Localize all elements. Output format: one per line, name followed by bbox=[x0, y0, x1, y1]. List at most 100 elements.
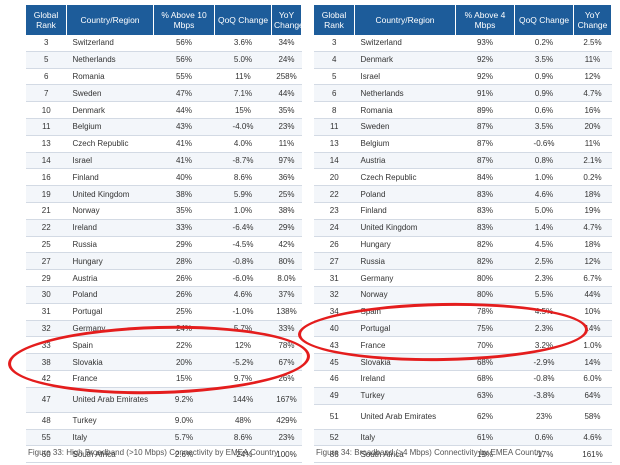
cell-percent-above: 15% bbox=[153, 370, 215, 388]
cell-percent-above: 83% bbox=[455, 202, 515, 220]
cell-country: Sweden bbox=[354, 118, 456, 136]
cell-yoy-change: 6.0% bbox=[573, 370, 612, 388]
cell-yoy-change: 258% bbox=[271, 68, 302, 86]
cell-yoy-change: 11% bbox=[271, 135, 302, 153]
table-row: 32 Norway 80% 5.5% 44% bbox=[314, 286, 612, 304]
cell-country: Spain bbox=[354, 303, 456, 321]
cell-country: Denmark bbox=[66, 101, 154, 119]
cell-yoy-change: 25% bbox=[271, 185, 302, 203]
cell-global-rank: 20 bbox=[314, 168, 355, 187]
cell-qoq-change: -4.0% bbox=[214, 118, 272, 136]
table-row: 49 Turkey 63% -3.8% 64% bbox=[314, 387, 612, 405]
cell-country: Portugal bbox=[354, 320, 456, 338]
cell-percent-above: 33% bbox=[153, 219, 215, 237]
cell-global-rank: 86 bbox=[314, 445, 355, 464]
cell-percent-above: 26% bbox=[153, 286, 215, 304]
cell-qoq-change: 4.6% bbox=[514, 185, 574, 203]
cell-percent-above: 2.6% bbox=[153, 445, 215, 464]
right-table-body: 3 Switzerland 93% 0.2% 2.5% 4 Denmark 92% 3.5% 11… bbox=[314, 35, 612, 464]
cell-global-rank: 14 bbox=[314, 152, 355, 170]
cell-qoq-change: -3.8% bbox=[514, 387, 574, 405]
table-row: 5 Netherlands 56% 5.0% 24% bbox=[26, 51, 302, 69]
right-table-panel: Global Rank Country/Region % Above 4 Mbp… bbox=[314, 5, 612, 464]
cell-percent-above: 29% bbox=[153, 236, 215, 254]
table-row: 3 Switzerland 93% 0.2% 2.5% bbox=[314, 35, 612, 52]
cell-percent-above: 87% bbox=[455, 135, 515, 153]
cell-global-rank: 25 bbox=[26, 236, 67, 254]
cell-qoq-change: -0.6% bbox=[514, 135, 574, 153]
cell-qoq-change: -8.7% bbox=[214, 152, 272, 170]
cell-qoq-change: 4.5% bbox=[514, 236, 574, 254]
table-row: 46 Ireland 68% -0.8% 6.0% bbox=[314, 370, 612, 388]
cell-percent-above: 82% bbox=[455, 236, 515, 254]
table-row: 38 Slovakia 20% -5.2% 67% bbox=[26, 353, 302, 371]
cell-country: Switzerland bbox=[66, 35, 154, 52]
table-row: 51 United Arab Emirates 62% 23% 58% bbox=[314, 404, 612, 430]
table-row: 20 Czech Republic 84% 1.0% 0.2% bbox=[314, 168, 612, 187]
cell-country: Poland bbox=[354, 185, 456, 203]
cell-country: Portugal bbox=[66, 303, 154, 321]
cell-yoy-change: 58% bbox=[573, 404, 612, 430]
cell-global-rank: 43 bbox=[314, 336, 355, 355]
cell-percent-above: 22% bbox=[153, 336, 215, 355]
cell-percent-above: 26% bbox=[153, 269, 215, 287]
cell-yoy-change: 23% bbox=[271, 429, 302, 447]
cell-country: Italy bbox=[66, 429, 154, 447]
header-qoq-change: QoQ Change bbox=[214, 5, 272, 35]
table-header-row: Global Rank Country/Region % Above 10 Mb… bbox=[26, 5, 304, 35]
cell-yoy-change: 20% bbox=[573, 118, 612, 136]
cell-global-rank: 31 bbox=[26, 303, 67, 321]
cell-country: Austria bbox=[354, 152, 456, 170]
table-row: 52 Italy 61% 0.6% 4.6% bbox=[314, 429, 612, 447]
cell-country: Russia bbox=[354, 252, 456, 271]
cell-country: Hungary bbox=[354, 236, 456, 254]
header-global-rank: Global Rank bbox=[26, 5, 67, 35]
cell-percent-above: 82% bbox=[455, 252, 515, 271]
cell-country: Italy bbox=[354, 429, 456, 447]
cell-percent-above: 93% bbox=[455, 35, 515, 52]
cell-percent-above: 25% bbox=[153, 303, 215, 321]
cell-country: South Africa bbox=[354, 445, 456, 464]
cell-country: United Arab Emirates bbox=[66, 387, 154, 413]
cell-qoq-change: 0.8% bbox=[514, 152, 574, 170]
cell-qoq-change: 2.3% bbox=[514, 320, 574, 338]
table-row: 7 Sweden 47% 7.1% 44% bbox=[26, 84, 302, 103]
table-row: 55 Italy 5.7% 8.6% 23% bbox=[26, 429, 302, 447]
table-row: 34 Spain 78% 4.5% 10% bbox=[314, 303, 612, 321]
cell-yoy-change: 12% bbox=[573, 68, 612, 86]
cell-qoq-change: -0.8% bbox=[214, 252, 272, 271]
cell-country: Belgium bbox=[66, 118, 154, 136]
table-row: 5 Israel 92% 0.9% 12% bbox=[314, 68, 612, 86]
cell-percent-above: 5.7% bbox=[153, 429, 215, 447]
header-qoq-change: QoQ Change bbox=[514, 5, 574, 35]
cell-country: France bbox=[66, 370, 154, 388]
cell-global-rank: 6 bbox=[314, 84, 355, 103]
cell-country: Denmark bbox=[354, 51, 456, 69]
cell-qoq-change: 48% bbox=[214, 412, 272, 430]
cell-global-rank: 4 bbox=[314, 51, 355, 69]
cell-qoq-change: 9.7% bbox=[214, 370, 272, 388]
table-row: 60 South Africa 2.6% -24% 100% bbox=[26, 445, 302, 464]
cell-yoy-change: 33% bbox=[271, 320, 302, 338]
table-row: 27 Hungary 28% -0.8% 80% bbox=[26, 252, 302, 271]
cell-country: Poland bbox=[66, 286, 154, 304]
cell-global-rank: 29 bbox=[26, 269, 67, 287]
cell-global-rank: 16 bbox=[26, 168, 67, 187]
cell-percent-above: 35% bbox=[153, 202, 215, 220]
cell-percent-above: 61% bbox=[455, 429, 515, 447]
cell-yoy-change: 18% bbox=[573, 236, 612, 254]
cell-global-rank: 14 bbox=[26, 152, 67, 170]
cell-yoy-change: 38% bbox=[271, 202, 302, 220]
table-row: 13 Czech Republic 41% 4.0% 11% bbox=[26, 135, 302, 153]
cell-country: Hungary bbox=[66, 252, 154, 271]
cell-yoy-change: 34% bbox=[271, 35, 302, 52]
cell-country: United Kingdom bbox=[66, 185, 154, 203]
cell-country: Austria bbox=[66, 269, 154, 287]
cell-country: Romania bbox=[354, 101, 456, 119]
cell-global-rank: 21 bbox=[26, 202, 67, 220]
cell-global-rank: 49 bbox=[314, 387, 355, 405]
cell-country: Germany bbox=[66, 320, 154, 338]
broadband-table: Global Rank Country/Region % Above 4 Mbp… bbox=[314, 5, 612, 464]
cell-qoq-change: 8.6% bbox=[214, 168, 272, 187]
cell-global-rank: 42 bbox=[26, 370, 67, 388]
